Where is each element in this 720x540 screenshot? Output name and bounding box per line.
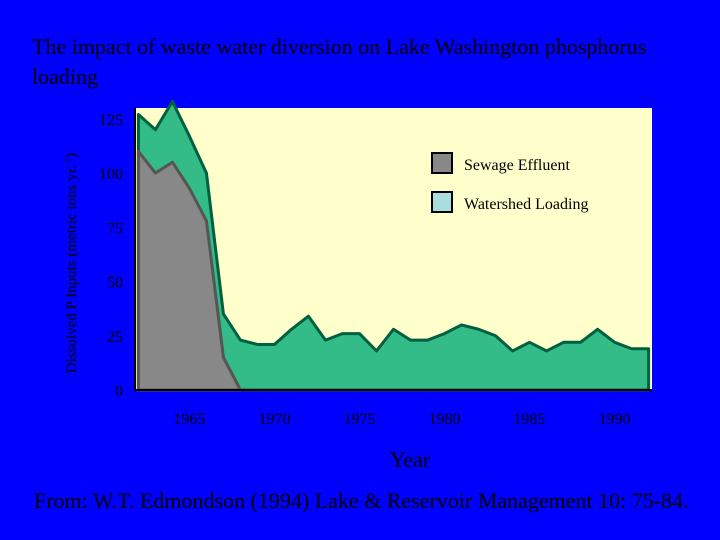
- x-tick-label: 1970: [258, 411, 290, 428]
- watershed-loading-point: [358, 332, 361, 335]
- watershed-loading-point: [290, 328, 293, 331]
- watershed-loading-point: [579, 341, 582, 344]
- watershed-loading-point: [392, 328, 395, 331]
- watershed-loading-point: [409, 338, 412, 342]
- watershed-loading-point: [477, 328, 480, 331]
- watershed-loading-point: [511, 349, 514, 353]
- legend-swatch-watershed-loading: [431, 191, 453, 213]
- watershed-loading-point: [630, 347, 633, 350]
- y-tick-label: 25: [107, 329, 123, 346]
- y-tick-label: 75: [107, 220, 123, 237]
- watershed-loading-point: [188, 135, 191, 138]
- watershed-loading-point: [460, 323, 463, 327]
- y-tick-label: 50: [107, 275, 123, 292]
- sewage-effluent-point: [171, 161, 174, 164]
- y-tick-label: 0: [115, 383, 123, 400]
- watershed-loading-point: [307, 315, 310, 318]
- watershed-loading-point: [562, 341, 565, 344]
- watershed-loading-point: [494, 334, 497, 337]
- watershed-loading-point: [426, 338, 429, 342]
- sewage-effluent-point: [154, 171, 157, 175]
- watershed-loading-point: [222, 312, 225, 316]
- legend-label-watershed-loading: Watershed Loading: [464, 196, 588, 213]
- x-tick-label: 1990: [599, 411, 631, 428]
- x-tick-label: 1975: [343, 411, 375, 428]
- y-axis-label: Dissolved P Inputs (metric tons yr.-1): [62, 152, 80, 374]
- x-tick-label: 1965: [173, 411, 205, 428]
- watershed-loading-point: [528, 341, 531, 344]
- sewage-effluent-point: [205, 219, 208, 222]
- watershed-loading-point: [205, 171, 208, 175]
- watershed-loading-point: [137, 113, 140, 116]
- watershed-loading-point: [545, 349, 548, 353]
- watershed-loading-point: [239, 338, 242, 342]
- y-tick-label: 100: [99, 166, 123, 183]
- watershed-loading-point: [171, 100, 174, 103]
- slide-title: The impact of waste water diversion on L…: [32, 34, 647, 89]
- watershed-loading-point: [443, 332, 446, 335]
- x-tick-label: 1980: [429, 411, 461, 428]
- watershed-loading-point: [324, 338, 327, 342]
- x-axis-label: Year: [389, 447, 431, 472]
- watershed-loading-point: [273, 343, 276, 346]
- watershed-loading-point: [256, 343, 259, 346]
- watershed-loading-point: [154, 128, 157, 131]
- watershed-loading-point: [341, 332, 344, 335]
- sewage-effluent-point: [188, 187, 191, 190]
- sewage-effluent-point: [137, 150, 140, 153]
- watershed-loading-point: [613, 341, 616, 344]
- x-tick-label: 1985: [514, 411, 546, 428]
- watershed-loading-point: [375, 349, 378, 353]
- sewage-effluent-point: [222, 356, 225, 359]
- legend-swatch-sewage-effluent: [431, 152, 453, 174]
- citation-footer: From: W.T. Edmondson (1994) Lake & Reser…: [34, 488, 689, 513]
- legend-label-sewage-effluent: Sewage Effluent: [464, 157, 570, 174]
- watershed-loading-point: [647, 347, 650, 350]
- y-tick-label: 125: [99, 112, 123, 129]
- watershed-loading-point: [596, 328, 599, 331]
